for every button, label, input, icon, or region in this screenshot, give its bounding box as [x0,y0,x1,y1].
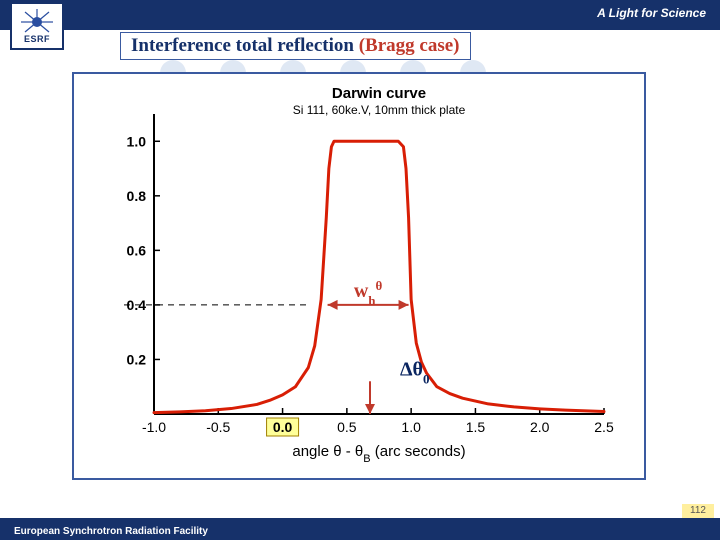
logo-text: ESRF [24,34,50,44]
svg-text:0.5: 0.5 [337,419,357,435]
svg-text:Si 111, 60ke.V, 10mm thick pla: Si 111, 60ke.V, 10mm thick plate [293,103,466,117]
footer-org: European Synchrotron Radiation Facility [14,526,208,537]
darwin-curve-chart: Darwin curveSi 111, 60ke.V, 10mm thick p… [74,74,644,478]
svg-text:1.0: 1.0 [127,133,147,149]
title-prefix: Interference total reflection [131,35,359,56]
logo: ESRF [10,2,64,50]
svg-text:2.5: 2.5 [594,419,614,435]
svg-text:whθ: whθ [354,277,383,307]
svg-text:1.0: 1.0 [401,419,421,435]
svg-text:0.2: 0.2 [127,351,147,367]
svg-text:0.8: 0.8 [127,188,147,204]
esrf-logo-icon [17,8,57,34]
svg-text:angle θ - θB (arc seconds): angle θ - θB (arc seconds) [292,443,465,465]
svg-text:0.0: 0.0 [273,419,293,435]
svg-text:2.0: 2.0 [530,419,550,435]
svg-text:0.6: 0.6 [127,242,147,258]
svg-text:Darwin curve: Darwin curve [332,85,426,102]
slide-title: Interference total reflection (Bragg cas… [120,32,471,60]
svg-text:1.5: 1.5 [466,419,486,435]
svg-text:-0.5: -0.5 [206,419,230,435]
page-number: 112 [682,504,714,518]
tagline: A Light for Science [597,6,706,20]
chart-panel: Darwin curveSi 111, 60ke.V, 10mm thick p… [72,72,646,480]
svg-text:-1.0: -1.0 [142,419,166,435]
svg-text:Δθ0: Δθ0 [400,358,429,386]
title-suffix: (Bragg case) [359,35,460,56]
